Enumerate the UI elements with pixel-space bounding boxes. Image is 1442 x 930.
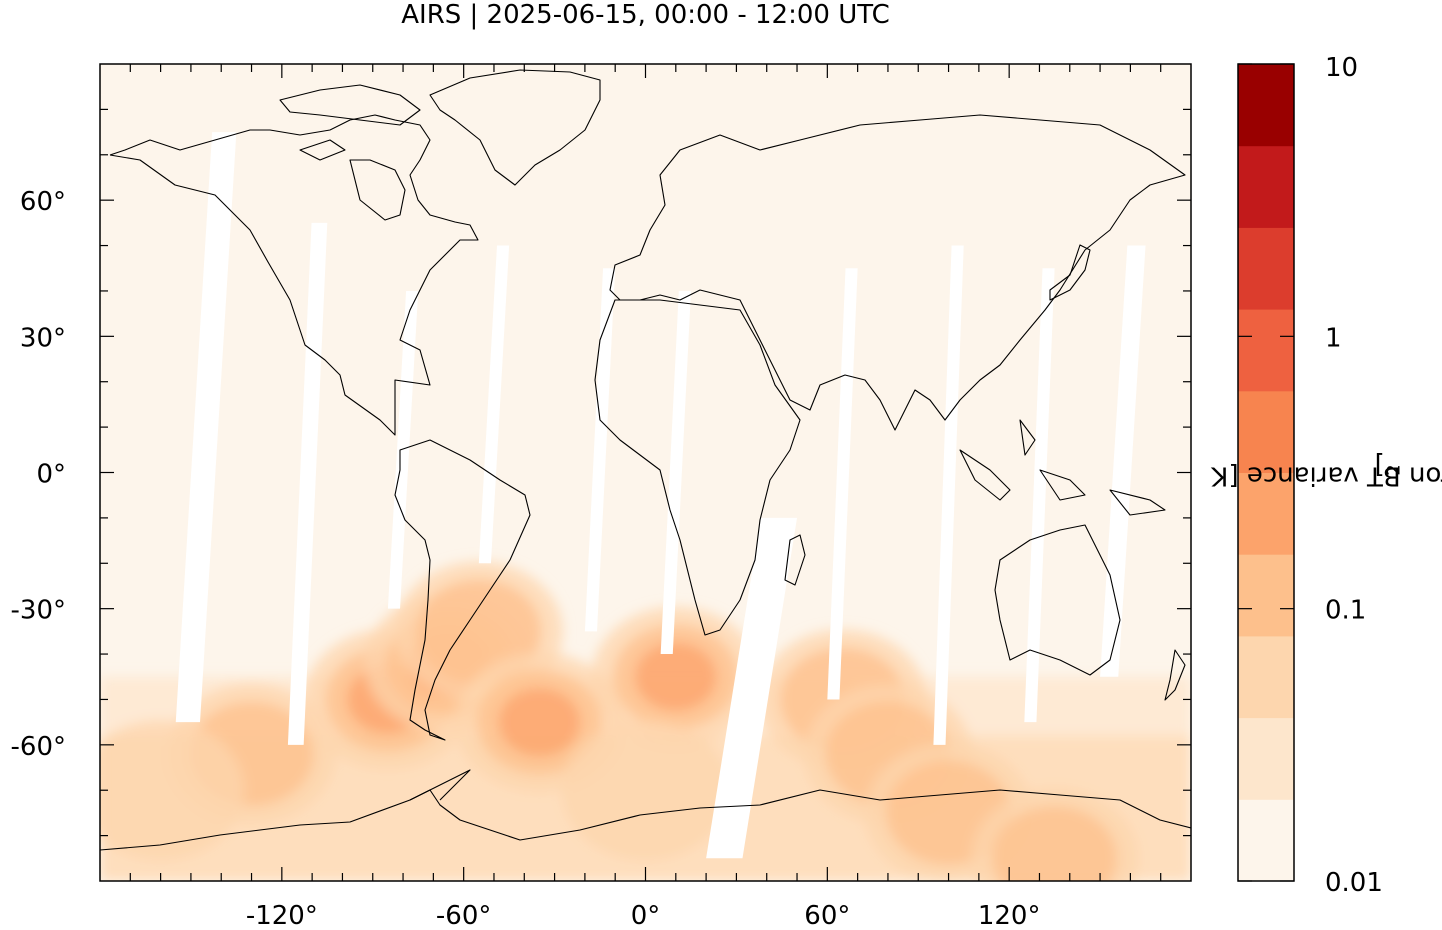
colorbar-title-suffix: ]: [1374, 449, 1385, 480]
variance-hotspot-11: [561, 720, 730, 861]
coastline-maritime-continent: [959, 419, 1166, 516]
colorbar-band-0: [1238, 799, 1294, 882]
colorbar-frame: [1237, 63, 1295, 882]
coastline-north-america: [109, 114, 479, 436]
coastline-japan: [1049, 244, 1091, 301]
y-tick-label: -30°: [11, 596, 66, 626]
coastline-europe-asia: [609, 114, 1186, 431]
y-tick-label: -60°: [11, 732, 66, 762]
coastline-australia: [994, 524, 1121, 676]
swath-gap-2: [387, 290, 419, 609]
x-axis-labels: -120° -60° 0° 60° 120°: [246, 901, 1041, 930]
variance-hotspot-10: [100, 720, 245, 861]
colorbar-tick-label: 0.01: [1325, 868, 1383, 898]
colorbar-band-3: [1238, 554, 1294, 637]
colorbar-band-2: [1238, 635, 1294, 719]
swath-gap-8: [933, 245, 964, 745]
x-tick-label: 120°: [978, 901, 1041, 930]
colorbar-tick-label: 10: [1325, 53, 1358, 83]
coastline-africa: [594, 299, 801, 636]
coastline-antarctica: [100, 789, 1191, 851]
variance-hotspot-4: [635, 642, 717, 711]
colorbar-tick-label: 1: [1325, 323, 1342, 353]
coastline-new-zealand: [1164, 649, 1186, 701]
colorbar-band-1: [1238, 717, 1294, 800]
coastline-hudson-bay: [349, 159, 406, 221]
colorbar-bands: [1238, 64, 1294, 882]
coastline-antarctic-peninsula: [409, 769, 471, 801]
coastlines: [100, 69, 1191, 851]
coastline-arctic-islands: [279, 84, 421, 161]
map-ticks: [100, 64, 1191, 881]
swath-gap-4: [584, 268, 616, 632]
swath-gap-9: [1024, 268, 1055, 723]
coastline-greenland: [429, 69, 601, 186]
x-tick-label: 60°: [804, 901, 850, 930]
swath-gap-6: [706, 517, 798, 859]
y-axis-labels: 60° 30° 0° -30° -60°: [11, 187, 66, 762]
swath-gaps: [175, 132, 1146, 859]
colorbar-labels: 10 1 0.1 0.01: [1325, 53, 1383, 898]
coastline-madagascar: [784, 534, 806, 586]
x-tick-label: -120°: [246, 901, 318, 930]
colorbar-band-7: [1238, 227, 1294, 310]
map-plot-area: [99, 63, 1192, 882]
swath-gap-0: [175, 132, 237, 723]
page-title: AIRS | 2025-06-15, 00:00 - 12:00 UTC: [401, 0, 890, 30]
x-tick-label: -60°: [436, 901, 491, 930]
swath-gap-10: [1100, 245, 1146, 677]
swath-gap-5: [660, 290, 691, 655]
colorbar-band-4: [1238, 472, 1294, 555]
variance-hotspot-9: [992, 806, 1118, 881]
colorbar-band-5: [1238, 390, 1294, 473]
colorbar-title-text: 4.3 micron BT variance [K: [1211, 460, 1442, 491]
variance-hotspot-3: [498, 688, 581, 757]
colorbar-ticks: [1238, 63, 1294, 882]
y-tick-label: 30°: [20, 323, 66, 353]
colorbar-band-8: [1238, 145, 1294, 228]
swath-gap-3: [478, 245, 510, 564]
colorbar: 10 1 0.1 0.01: [1237, 53, 1383, 898]
colorbar-band-6: [1238, 309, 1294, 392]
y-tick-label: 0°: [36, 460, 66, 490]
x-tick-label: 0°: [631, 901, 661, 930]
swath-gap-1: [287, 222, 328, 745]
colorbar-tick-label: 0.1: [1325, 596, 1366, 626]
coastline-south-america: [394, 439, 531, 741]
colorbar-band-9: [1238, 64, 1294, 147]
y-tick-label: 60°: [20, 187, 66, 217]
